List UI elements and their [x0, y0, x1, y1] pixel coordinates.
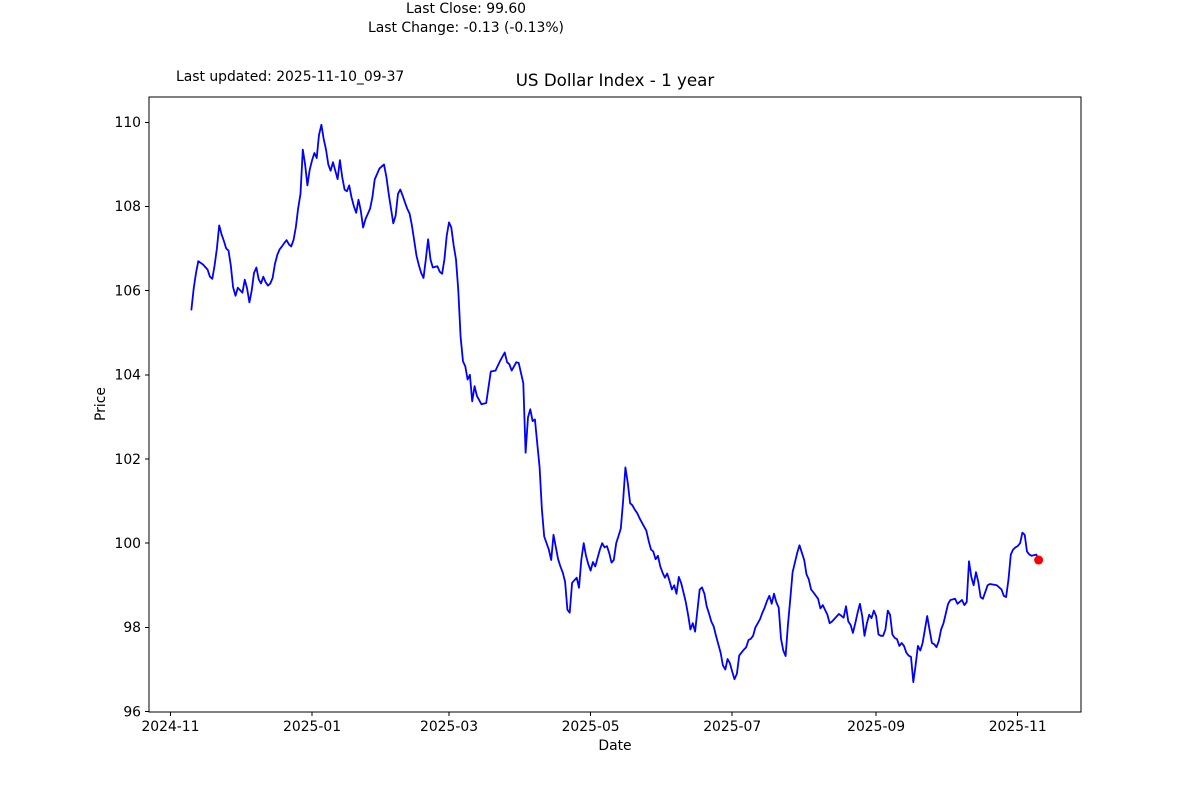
x-axis-label: Date — [598, 738, 632, 754]
y-tick-label: 110 — [114, 115, 141, 131]
last-close-line: Last Close: 99.60 — [405, 1, 527, 17]
last-change-line: Last Change: -0.13 (-0.13%) — [368, 19, 564, 36]
y-tick-label: 108 — [114, 199, 141, 215]
last-close-annotation: Last Close: 99.60 Last Change: -0.13 (-0… — [0, 0, 932, 37]
chart-title: US Dollar Index - 1 year — [515, 70, 715, 90]
last-updated-text: Last updated: 2025-11-10_09-37 — [176, 69, 405, 85]
y-tick-label: 96 — [123, 704, 141, 720]
y-tick-label: 98 — [123, 620, 141, 636]
x-tick-label: 2025-07 — [703, 719, 761, 735]
x-tick-label: 2025-09 — [847, 719, 905, 735]
y-tick-label: 104 — [114, 368, 141, 384]
x-tick-label: 2025-03 — [420, 719, 478, 735]
x-tick-label: 2025-11 — [989, 719, 1047, 735]
y-axis-label: Price — [93, 387, 109, 421]
price-line — [190, 123, 1040, 683]
axes-frame — [148, 96, 1082, 713]
x-tick-label: 2025-05 — [562, 719, 620, 735]
y-tick-label: 106 — [114, 283, 141, 299]
last-close-marker — [1034, 555, 1044, 565]
y-tick-label: 102 — [114, 452, 141, 468]
y-tick-label: 100 — [114, 536, 141, 552]
x-tick-label: 2025-01 — [283, 719, 341, 735]
x-tick-label: 2024-11 — [141, 719, 199, 735]
